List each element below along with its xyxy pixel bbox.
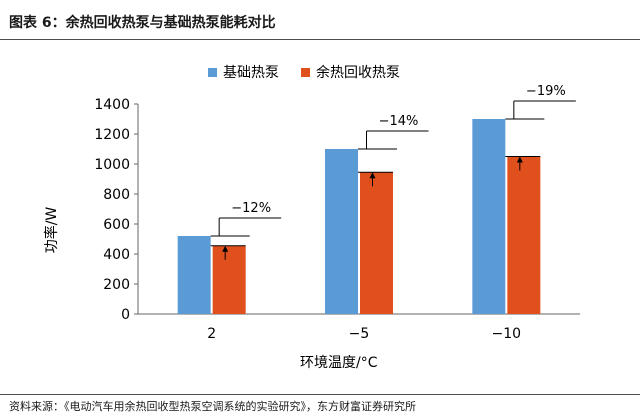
figure-title: 图表 6：余热回收热泵与基础热泵能耗对比 (9, 15, 276, 31)
decrease-label: −14% (379, 114, 419, 129)
decrease-label: −12% (231, 201, 271, 216)
bar-series-a (472, 119, 506, 314)
legend-swatch-series-b (301, 67, 310, 77)
source-note: 资料来源：《电动汽车用余热回收型热泵空调系统的实验研究》，东方财富证券研究所 (9, 400, 416, 413)
x-axis-title: 环境温度/°C (300, 355, 378, 371)
bar-chart: 0 200 400 600 800 1000 1200 1400 2 −12% −5 −14% −10 −… (94, 84, 580, 340)
chart-legend: 基础热泵 余热回收热泵 (208, 62, 422, 82)
bar-series-a (177, 236, 211, 314)
legend-label-series-a: 基础热泵 (223, 65, 279, 81)
x-tick-label: −5 (349, 326, 370, 340)
y-tick-label: 200 (103, 277, 130, 293)
decrease-label: −19% (526, 84, 566, 99)
legend-item-series-a: 基础热泵 (208, 62, 279, 82)
legend-label-series-b: 余热回收热泵 (316, 65, 400, 81)
y-tick-label: 1200 (94, 127, 130, 143)
x-tick-label: 2 (207, 326, 216, 340)
y-tick-label: 600 (103, 217, 130, 233)
legend-item-series-b: 余热回收热泵 (301, 62, 400, 82)
y-axis-title: 功率/W (44, 206, 60, 254)
y-tick-label: 0 (121, 307, 130, 323)
y-tick-label: 1000 (94, 157, 130, 173)
footer-rule (0, 394, 640, 395)
y-tick-label: 800 (103, 187, 130, 203)
legend-swatch-series-a (208, 67, 217, 77)
title-rule (0, 39, 640, 40)
bar-series-b (212, 245, 246, 314)
y-tick-label: 400 (103, 247, 130, 263)
x-tick-label: −10 (492, 326, 522, 340)
y-tick-label: 1400 (94, 97, 130, 113)
bar-series-b (360, 172, 393, 314)
bar-series-a (325, 149, 358, 314)
bar-series-b (507, 156, 541, 314)
